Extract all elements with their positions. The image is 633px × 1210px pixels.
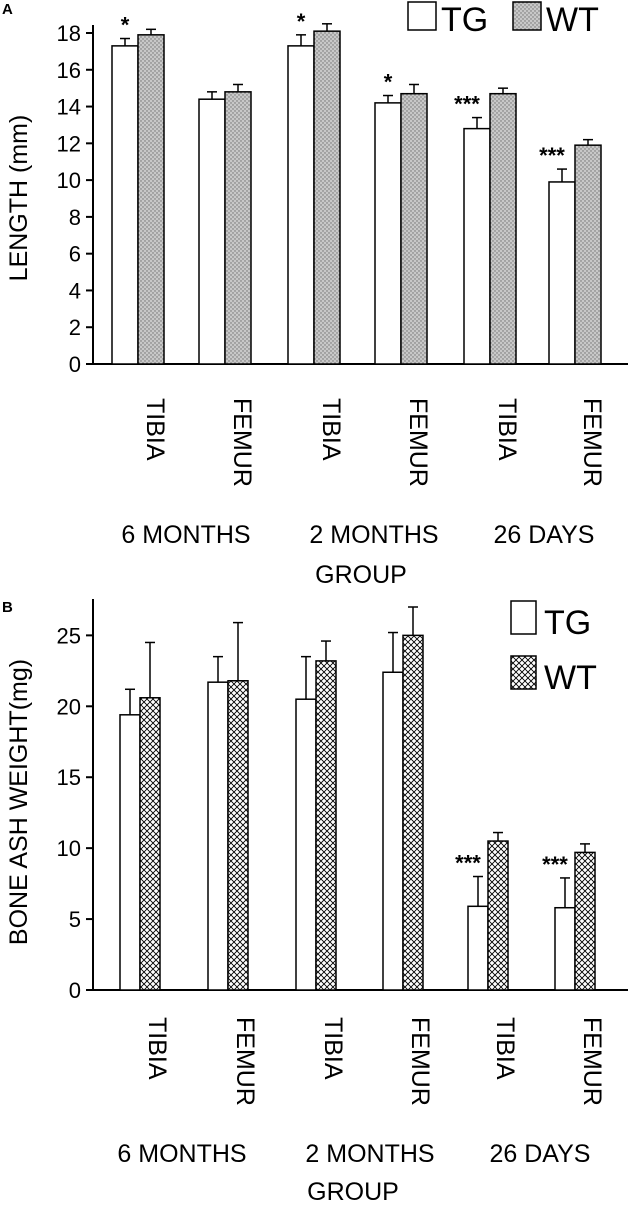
bar-tg [119,714,141,991]
bar-tg [111,45,139,365]
panel-b-x-axis-label: GROUP [307,1178,399,1206]
bar-tg [207,681,229,991]
panel-b-bars: *** *** [119,606,596,991]
bar-tg [548,181,576,365]
category-label: TIBIA [493,398,521,461]
bar-wt [137,34,165,365]
panel-b-label: B [2,599,13,616]
significance-marker: * [384,70,393,95]
y-tick-label: 15 [57,765,81,790]
y-tick-label: 10 [57,168,81,193]
bar-wt [227,680,249,991]
group-label: 2 MONTHS [309,521,438,549]
y-tick-label: 20 [57,694,81,719]
bar-wt [400,92,428,365]
bar-wt [224,91,252,365]
y-tick-label: 16 [57,58,81,83]
group-label: 6 MONTHS [117,1140,246,1168]
legend-swatch-wt [510,655,537,690]
y-tick-label: 14 [57,95,81,120]
bar-tg [382,671,404,991]
panel-a-y-axis-label: LENGTH (mm) [5,115,33,282]
group-label: 2 MONTHS [305,1140,434,1168]
bar-wt [402,634,424,991]
significance-marker: * [297,9,306,34]
category-label: TIBIA [317,398,345,461]
panel-b-category-labels: TIBIA FEMUR TIBIA FEMUR TIBIA FEMUR 6 MONTHS 2 … [117,1017,606,1168]
bar-tg [554,906,576,991]
bar-tg [374,102,402,365]
legend-label-wt: WT [546,1,599,39]
panel-b-chart: B BONE ASH WEIGHT(mg) GROUP 0 5 10 15 20 25 *… [2,599,628,1206]
bar-wt [139,697,161,991]
bar-wt [574,144,602,365]
y-tick-label: 12 [57,131,81,156]
category-label: FEMUR [578,398,606,487]
y-tick-label: 4 [69,278,81,303]
bar-tg [287,45,315,365]
bar-wt [489,92,517,365]
legend-swatch-wt [512,1,542,31]
category-label: FEMUR [578,1017,606,1106]
y-tick-label: 2 [69,315,81,340]
legend-label-tg: TG [441,1,488,39]
significance-marker: *** [542,852,568,877]
bar-tg [463,127,491,365]
bar-wt [315,660,337,991]
bar-tg [467,905,489,991]
panel-b-axes: 0 5 10 15 20 25 [57,599,628,1003]
panel-b-y-axis-label: BONE ASH WEIGHT(mg) [5,659,33,945]
significance-marker: *** [539,143,565,168]
y-tick-label: 8 [69,205,81,230]
y-tick-label: 18 [57,21,81,46]
panel-a-axes: 0 2 4 6 8 10 12 14 16 18 [57,21,628,377]
significance-marker: *** [454,92,480,117]
bar-tg [295,698,317,991]
panel-a-category-labels: TIBIA FEMUR TIBIA FEMUR TIBIA FEMUR 6 MONTHS 2 … [121,398,606,549]
panel-b-legend: TG WT [510,600,597,697]
group-label: 6 MONTHS [121,521,250,549]
y-tick-label: 5 [69,907,81,932]
group-label: 26 DAYS [494,521,595,549]
legend-swatch-tg [510,600,537,635]
legend-swatch-tg [407,1,437,31]
y-tick-label: 10 [57,836,81,861]
category-label: FEMUR [231,1017,259,1106]
legend-label-tg: TG [544,604,591,642]
category-label: TIBIA [491,1017,519,1080]
category-label: TIBIA [143,1017,171,1080]
panel-a-legend: TG WT [407,1,599,39]
y-tick-label: 0 [69,352,81,377]
category-label: FEMUR [404,398,432,487]
panel-a-label: A [2,1,13,18]
significance-marker: *** [455,851,481,876]
category-label: TIBIA [141,398,169,461]
category-label: FEMUR [406,1017,434,1106]
group-label: 26 DAYS [490,1140,591,1168]
panel-a-bars: * ******** [111,9,602,365]
bar-tg [198,98,226,365]
category-label: FEMUR [228,398,256,487]
bar-wt [487,840,509,991]
bar-wt [313,30,341,365]
y-tick-label: 6 [69,242,81,267]
category-label: TIBIA [319,1017,347,1080]
legend-label-wt: WT [544,659,597,697]
panel-a-x-axis-label: GROUP [315,561,407,589]
bar-wt [574,851,596,991]
y-tick-label: 0 [69,978,81,1003]
significance-marker: * [121,13,130,38]
y-tick-label: 25 [57,623,81,648]
